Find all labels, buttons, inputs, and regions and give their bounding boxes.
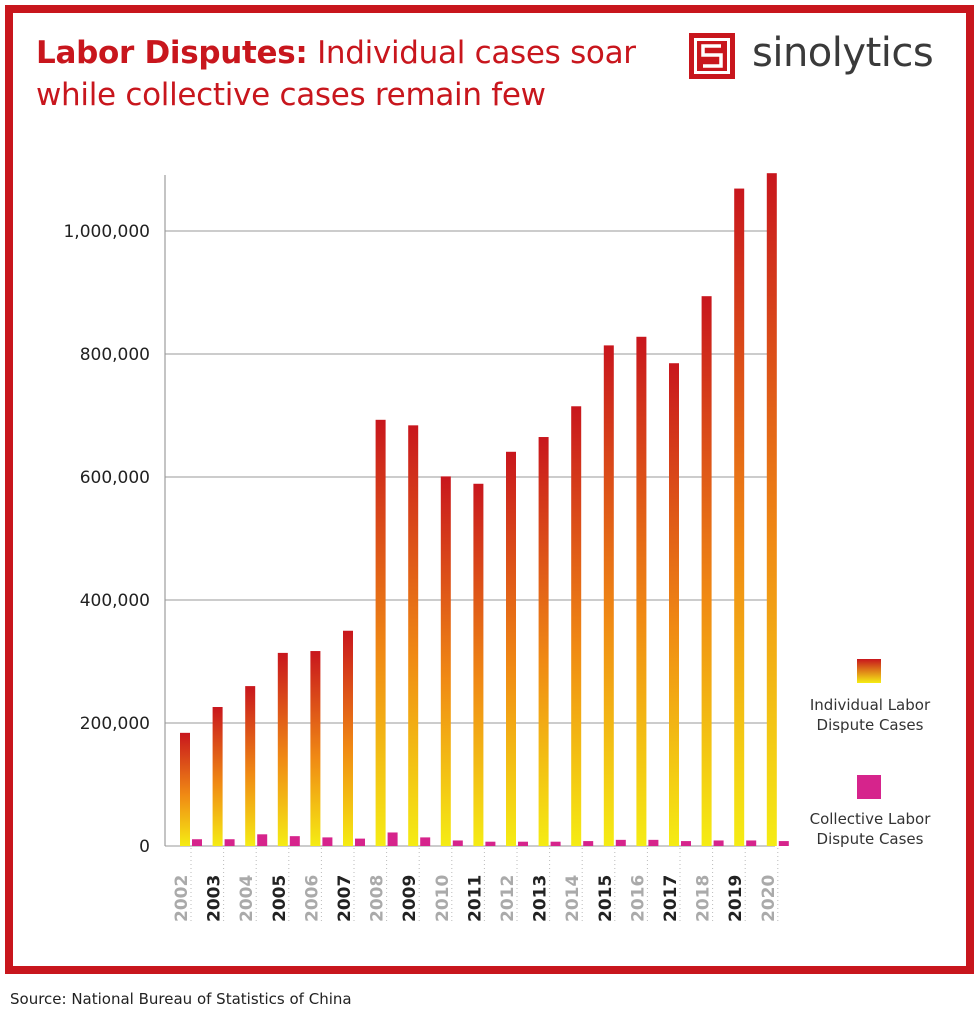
x-tick-label-2014: 2014 [563,875,583,922]
bar-collective-2019 [746,840,757,846]
bar-collective-2017 [681,841,691,846]
legend-label-collective: Collective Labor Dispute Cases [809,810,931,848]
chart-frame [5,5,974,974]
y-tick-label: 1,000,000 [63,222,150,242]
source-note: Source: National Bureau of Statistics of… [10,990,352,1008]
y-tick-label: 800,000 [80,345,150,365]
bar-chart: 0 200,000 400,000 600,000 800,000 1,000,000 20… [63,173,789,922]
bar-collective-2020 [778,841,789,846]
bar-individual-2016 [636,336,647,846]
bar-individual-2004 [245,686,256,846]
x-tick-label-2020: 2020 [759,875,779,922]
x-tick-label-2009: 2009 [400,875,420,922]
bar-individual-2007 [343,630,353,846]
x-tick-label-2017: 2017 [661,875,681,922]
bar-collective-2018 [713,840,724,846]
y-tick-label: 600,000 [80,468,150,488]
bar-individual-2011 [473,483,484,846]
bar-collective-2012 [518,841,528,846]
bar-individual-2003 [212,707,223,846]
bar-collective-2014 [583,841,594,846]
bar-collective-2015 [615,839,626,846]
bar-individual-2012 [506,451,516,846]
x-tick-label-2005: 2005 [270,875,290,922]
x-tick-label-2010: 2010 [433,875,453,922]
x-tick-label-2004: 2004 [237,875,257,922]
x-tick-label-2007: 2007 [335,875,355,922]
bar-individual-2019 [734,188,745,846]
bar-collective-2003 [224,839,235,846]
bar-collective-2004 [257,834,268,846]
bar-collective-2013 [550,841,561,846]
bar-individual-2017 [669,363,679,846]
bar-individual-2018 [701,296,712,846]
x-tick-label-2003: 2003 [205,875,225,922]
x-tick-label-2011: 2011 [465,875,485,922]
bar-collective-2010 [452,840,463,846]
bar-collective-2011 [485,841,496,846]
bar-individual-2020 [766,173,777,846]
bar-individual-2005 [277,652,288,846]
chart-title: Labor Disputes: Individual cases soar wh… [36,32,656,116]
bar-collective-2008 [387,832,398,846]
x-tick-label-2002: 2002 [172,875,192,922]
legend-swatch-individual [857,659,881,683]
chart-title-bold: Labor Disputes: [36,35,308,71]
bar-individual-2015 [603,345,614,846]
x-tick-label-2016: 2016 [628,875,648,922]
chart-title-rest: Individual cases soar while collective c… [36,35,636,113]
bar-collective-2016 [648,839,659,846]
y-tick-label: 0 [139,837,150,857]
bar-individual-2013 [538,437,549,846]
bar-individual-2008 [375,419,386,846]
x-tick-label-2013: 2013 [531,875,551,922]
bar-individual-2010 [440,476,451,846]
bar-individual-2002 [180,732,190,846]
bar-collective-2009 [420,837,431,846]
legend-swatch-collective [857,775,881,799]
y-tick-label: 400,000 [80,591,150,611]
bar-collective-2007 [355,838,365,846]
bar-collective-2006 [322,837,333,846]
bar-individual-2006 [310,651,321,846]
x-tick-label-2008: 2008 [368,875,388,922]
sinolytics-s-logo-icon [689,33,735,79]
x-tick-label-2006: 2006 [302,875,322,922]
bar-individual-2014 [571,406,582,846]
x-tick-label-2018: 2018 [694,875,714,922]
legend-label-individual: Individual Labor Dispute Cases [809,696,931,734]
bar-individual-2009 [408,425,419,846]
x-tick-label-2012: 2012 [498,875,518,922]
x-tick-label-2019: 2019 [726,875,746,922]
bar-collective-2002 [192,839,202,846]
y-tick-label: 200,000 [80,714,150,734]
brand-name: sinolytics [752,30,934,76]
x-tick-label-2015: 2015 [596,875,616,922]
bar-collective-2005 [289,836,300,846]
